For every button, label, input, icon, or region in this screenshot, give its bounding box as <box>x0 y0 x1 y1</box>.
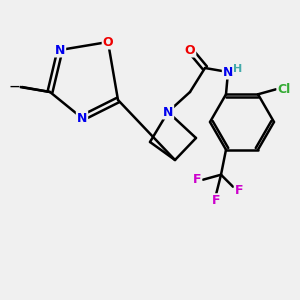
Text: F: F <box>193 173 201 186</box>
Text: F: F <box>212 194 220 207</box>
Text: N: N <box>77 112 87 124</box>
Text: N: N <box>223 65 233 79</box>
Text: O: O <box>103 35 113 49</box>
Text: N: N <box>55 44 65 56</box>
Text: —: — <box>9 82 19 92</box>
Text: O: O <box>185 44 195 56</box>
Text: H: H <box>233 64 243 74</box>
Text: Cl: Cl <box>278 83 291 96</box>
Text: F: F <box>235 184 243 197</box>
Text: N: N <box>163 106 173 118</box>
